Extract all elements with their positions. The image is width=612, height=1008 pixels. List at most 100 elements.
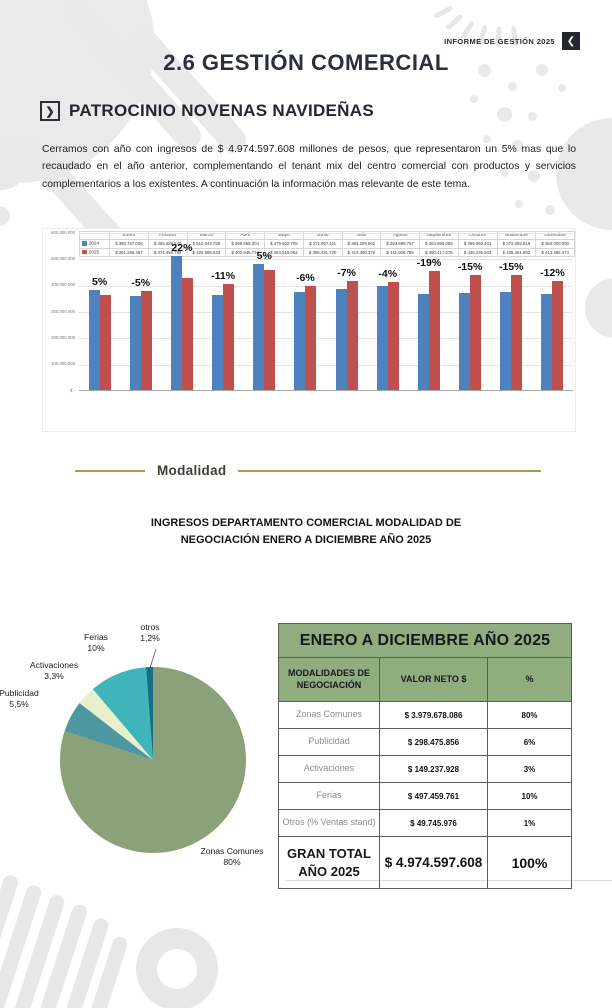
pct-change-label: 22%	[171, 241, 193, 254]
bar-2024	[253, 263, 265, 390]
page-title: 2.6 GESTIÓN COMERCIAL	[163, 50, 449, 75]
bar-2024	[212, 295, 224, 390]
bar-group: -15%	[491, 233, 532, 390]
y-axis-tick-label: 200.000.000	[51, 334, 75, 340]
y-axis-tick-label: 400.000.000	[51, 282, 75, 288]
bar-2025	[511, 275, 523, 390]
bar-2025	[346, 281, 358, 390]
month-header-row: Enero Febrero Marzo Abril Mayo Junio Julio Agos…	[79, 231, 575, 240]
y-axis-tick-label: 600.000.000	[51, 229, 75, 235]
bar-2024	[541, 294, 553, 390]
modalidad-cell: Otros (% Ventas stand)	[278, 809, 380, 837]
pie-label-activaciones: Activaciones 3,3%	[29, 660, 79, 682]
decor-dot	[470, 95, 478, 103]
pct-change-label: -19%	[416, 257, 442, 270]
pie-leader-line	[149, 648, 157, 669]
bar-group: -5%	[120, 233, 161, 390]
total-label: GRAN TOTAL AÑO 2025	[278, 836, 380, 889]
pie-chart: otros 1,2% Ferias 10% Activaciones 3,3% …	[0, 622, 290, 894]
decor-circle-right-mid	[585, 278, 612, 338]
decor-dot	[483, 135, 491, 143]
series-row-2025: 2025 $ 361.265.457 $ 374.450.789 $ 425.985.…	[79, 247, 575, 258]
bar-2024	[376, 286, 388, 390]
summary-table-title: ENERO A DICIEMBRE AÑO 2025	[277, 623, 573, 658]
empty-cell	[79, 231, 110, 240]
pie-slice-publicidad	[64, 703, 153, 760]
pie-title-line2: NEGOCIACIÓN ENERO A DICIEMBRE AÑO 2025	[180, 533, 432, 546]
gridline	[79, 312, 573, 313]
decor-dot	[528, 170, 540, 182]
pie-chart-svg	[59, 648, 246, 853]
pct-change-label: -12%	[540, 267, 565, 280]
bar-group: 5%	[244, 233, 285, 390]
y-axis-labels: 600.000.000 500.000.000 400.000.000 300.000…	[43, 229, 77, 393]
bar-group: -11%	[203, 233, 244, 390]
chevron-right-box-icon: ❯	[40, 101, 60, 121]
bar-group: 22%	[161, 233, 202, 390]
pie-slice-otros	[145, 667, 153, 760]
bar-2024	[417, 294, 429, 390]
bar-2024	[500, 292, 512, 390]
pie-label-ferias: Ferias 10%	[84, 632, 108, 654]
y-axis-tick-label: $ -	[69, 387, 75, 393]
bar-chart-plot-area: 5% -5% 22% -11% 5% -6% -7% -4% -19% -15% -15% -12%	[79, 233, 573, 391]
bar-2025	[140, 291, 152, 390]
decor-dot	[500, 168, 509, 177]
bar-group: 5%	[79, 233, 120, 390]
bar-2025	[181, 277, 193, 390]
bar-2024	[294, 292, 306, 390]
col-header-pct: %	[486, 657, 573, 702]
back-button[interactable]: ❮	[562, 32, 580, 50]
col-header-modalidades: MODALIDADES DE NEGOCIACIÓN	[278, 657, 380, 702]
summary-table: ENERO A DICIEMBRE AÑO 2025 MODALIDADES D…	[277, 623, 573, 889]
pct-cell: 80%	[486, 701, 573, 729]
decor-dot	[508, 82, 517, 91]
modalidad-cell: Publicidad	[278, 728, 380, 756]
decor-dot	[528, 112, 537, 121]
bar-chart-data-table: Enero Febrero Marzo Abril Mayo Junio Julio Agos…	[79, 231, 575, 258]
pct-change-label: -15%	[457, 261, 483, 274]
bar-2025	[223, 283, 235, 390]
pct-change-label: 5%	[256, 249, 272, 262]
gridline	[79, 364, 573, 366]
bar-2025	[428, 271, 440, 390]
decor-dot	[497, 107, 512, 122]
legend-swatch-icon	[82, 241, 87, 246]
decor-dot	[536, 64, 548, 76]
total-value: $ 4.974.597.608	[379, 836, 488, 889]
bar-2024	[335, 289, 347, 390]
decor-dash	[445, 13, 464, 31]
y-axis-tick-label: 500.000.000	[51, 255, 75, 261]
bar-group: -19%	[408, 233, 449, 390]
table-row: Activaciones $ 149.237.928 3%	[278, 755, 573, 783]
bar-2025	[387, 281, 399, 390]
bar-group: -12%	[532, 233, 573, 390]
pie-slice-activaciones	[79, 689, 153, 760]
pct-change-label: -5%	[131, 277, 151, 290]
series-value: $ 413.486.474	[535, 247, 575, 258]
pct-cell: 1%	[486, 809, 573, 837]
col-header-valor: VALOR NETO $	[379, 657, 488, 702]
decor-dot	[478, 64, 491, 77]
valor-cell: $ 298.475.856	[379, 728, 488, 756]
pct-change-label: -4%	[378, 267, 398, 280]
report-label: INFORME DE GESTIÓN 2025	[444, 37, 555, 46]
pie-slice-ferias	[92, 667, 153, 760]
y-axis-tick-label: 300.000.000	[51, 308, 75, 314]
table-row: Zonas Comunes $ 3.979.678.086 80%	[278, 701, 573, 729]
decor-ring	[136, 928, 218, 1008]
bar-2025	[305, 285, 317, 390]
modalidad-cell: Activaciones	[278, 755, 380, 783]
decor-dot	[515, 200, 523, 208]
divider-label: Modalidad	[157, 463, 227, 478]
decor-dot	[512, 140, 523, 151]
decor-dot	[0, 206, 10, 226]
table-row: Ferias $ 497.459.761 10%	[278, 782, 573, 810]
bar-2025	[99, 294, 111, 390]
bar-group: -4%	[367, 233, 408, 390]
bar-group: -15%	[450, 233, 491, 390]
pct-change-label: -7%	[337, 267, 356, 280]
gridline	[79, 233, 573, 234]
pie-label-zonas-comunes: Zonas Comunes 80%	[200, 846, 264, 868]
